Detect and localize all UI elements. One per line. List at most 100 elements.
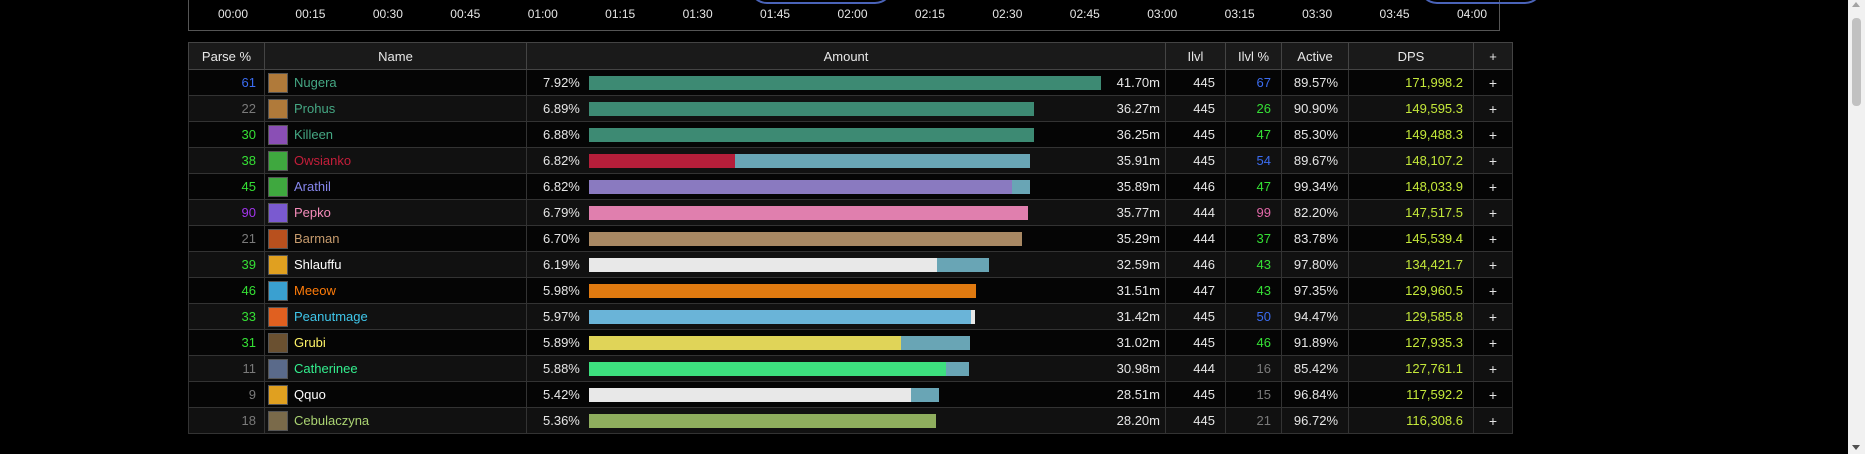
ilvl-cell: 445: [1165, 407, 1226, 434]
expand-row-button[interactable]: +: [1473, 303, 1513, 330]
name-cell[interactable]: Barman: [264, 225, 527, 252]
expand-row-button[interactable]: +: [1473, 329, 1513, 356]
player-name[interactable]: Cebulaczyna: [294, 413, 370, 428]
parse-cell: 21: [188, 225, 265, 252]
amount-cell: 6.79% 35.77m: [526, 199, 1166, 226]
table-row[interactable]: 90 Pepko 6.79% 35.77m 444 99 82.20% 147,517.5 +: [188, 199, 1513, 226]
player-name[interactable]: Owsianko: [294, 153, 352, 168]
name-cell[interactable]: Killeen: [264, 121, 527, 148]
player-name[interactable]: Barman: [294, 231, 340, 246]
name-cell[interactable]: Peanutmage: [264, 303, 527, 330]
amount-bar-segment: [946, 362, 969, 376]
col-header-name[interactable]: Name: [264, 42, 527, 70]
expand-row-button[interactable]: +: [1473, 277, 1513, 304]
amount-cell: 5.42% 28.51m: [526, 381, 1166, 408]
ilvl-cell: 445: [1165, 147, 1226, 174]
expand-row-button[interactable]: +: [1473, 199, 1513, 226]
scroll-down-arrow-icon[interactable]: [1852, 445, 1860, 450]
scroll-up-arrow-icon[interactable]: [1852, 2, 1860, 7]
amount-bar-segment: [589, 362, 947, 376]
col-header-add-button[interactable]: +: [1473, 42, 1513, 70]
timeline-tick-label: 00:00: [217, 7, 249, 21]
ilvl-cell: 445: [1165, 381, 1226, 408]
amount-value: 35.29m: [1116, 231, 1160, 246]
scrollbar-thumb[interactable]: [1852, 18, 1861, 106]
col-header-ilvl[interactable]: Ilvl: [1165, 42, 1226, 70]
timeline-tick-label: 02:30: [992, 7, 1023, 21]
player-name[interactable]: Prohus: [294, 101, 336, 116]
name-cell[interactable]: Cebulaczyna: [264, 407, 527, 434]
dps-cell: 129,960.5: [1348, 277, 1474, 304]
expand-row-button[interactable]: +: [1473, 173, 1513, 200]
table-row[interactable]: 9 Qquo 5.42% 28.51m 445 15 96.84% 117,592.2 +: [188, 381, 1513, 408]
expand-row-button[interactable]: +: [1473, 95, 1513, 122]
amount-percent: 6.89%: [543, 101, 580, 116]
ilvl-cell: 444: [1165, 355, 1226, 382]
amount-value: 31.51m: [1116, 283, 1160, 298]
amount-cell: 5.88% 30.98m: [526, 355, 1166, 382]
amount-value: 35.91m: [1116, 153, 1160, 168]
table-row[interactable]: 39 Shlauffu 6.19% 32.59m 446 43 97.80% 134,421.…: [188, 251, 1513, 278]
name-cell[interactable]: Nugera: [264, 69, 527, 96]
active-cell: 85.42%: [1281, 355, 1349, 382]
amount-percent: 6.19%: [543, 257, 580, 272]
expand-row-button[interactable]: +: [1473, 121, 1513, 148]
ilvl-cell: 444: [1165, 199, 1226, 226]
table-row[interactable]: 33 Peanutmage 5.97% 31.42m 445 50 94.47% 129,58…: [188, 303, 1513, 330]
player-name[interactable]: Catherinee: [294, 361, 358, 376]
col-header-amount[interactable]: Amount: [526, 42, 1166, 70]
name-cell[interactable]: Grubi: [264, 329, 527, 356]
col-header-active[interactable]: Active: [1281, 42, 1349, 70]
table-row[interactable]: 18 Cebulaczyna 5.36% 28.20m 445 21 96.72% 116,3…: [188, 407, 1513, 434]
table-row[interactable]: 30 Killeen 6.88% 36.25m 445 47 85.30% 149,488.3…: [188, 121, 1513, 148]
expand-row-button[interactable]: +: [1473, 381, 1513, 408]
expand-row-button[interactable]: +: [1473, 407, 1513, 434]
expand-row-button[interactable]: +: [1473, 251, 1513, 278]
name-cell[interactable]: Prohus: [264, 95, 527, 122]
class-spec-icon: [268, 228, 288, 249]
player-name[interactable]: Arathil: [294, 179, 331, 194]
table-row[interactable]: 45 Arathil 6.82% 35.89m 446 47 99.34% 148,033.9…: [188, 173, 1513, 200]
name-cell[interactable]: Catherinee: [264, 355, 527, 382]
amount-percent: 7.92%: [543, 75, 580, 90]
player-name[interactable]: Grubi: [294, 335, 326, 350]
table-row[interactable]: 21 Barman 6.70% 35.29m 444 37 83.78% 145,539.4 +: [188, 225, 1513, 252]
player-name[interactable]: Nugera: [294, 75, 337, 90]
table-row[interactable]: 38 Owsianko 6.82% 35.91m 445 54 89.67% 148,107.…: [188, 147, 1513, 174]
active-cell: 83.78%: [1281, 225, 1349, 252]
amount-bar-segment: [901, 336, 970, 350]
name-cell[interactable]: Arathil: [264, 173, 527, 200]
expand-row-button[interactable]: +: [1473, 147, 1513, 174]
name-cell[interactable]: Owsianko: [264, 147, 527, 174]
vertical-scrollbar[interactable]: [1848, 0, 1865, 454]
player-name[interactable]: Meeow: [294, 283, 336, 298]
dps-cell: 149,488.3: [1348, 121, 1474, 148]
ilvl-cell: 444: [1165, 225, 1226, 252]
parse-cell: 31: [188, 329, 265, 356]
player-name[interactable]: Pepko: [294, 205, 331, 220]
amount-bar: [589, 336, 970, 350]
amount-value: 31.42m: [1116, 309, 1160, 324]
player-name[interactable]: Killeen: [294, 127, 334, 142]
table-row[interactable]: 22 Prohus 6.89% 36.27m 445 26 90.90% 149,595.3 +: [188, 95, 1513, 122]
timeline-tick-label: 03:00: [1147, 7, 1178, 21]
table-row[interactable]: 46 Meeow 5.98% 31.51m 447 43 97.35% 129,960.5 +: [188, 277, 1513, 304]
name-cell[interactable]: Pepko: [264, 199, 527, 226]
player-name[interactable]: Shlauffu: [294, 257, 342, 272]
player-name[interactable]: Peanutmage: [294, 309, 368, 324]
expand-row-button[interactable]: +: [1473, 225, 1513, 252]
player-name[interactable]: Qquo: [294, 387, 326, 402]
table-row[interactable]: 11 Catherinee 5.88% 30.98m 444 16 85.42% 127,76…: [188, 355, 1513, 382]
amount-bar: [589, 310, 975, 324]
col-header-ilvl-pct[interactable]: Ilvl %: [1225, 42, 1282, 70]
name-cell[interactable]: Shlauffu: [264, 251, 527, 278]
name-cell[interactable]: Qquo: [264, 381, 527, 408]
name-cell[interactable]: Meeow: [264, 277, 527, 304]
table-row[interactable]: 61 Nugera 7.92% 41.70m 445 67 89.57% 171,998.2 +: [188, 69, 1513, 96]
table-row[interactable]: 31 Grubi 5.89% 31.02m 445 46 91.89% 127,935.3 +: [188, 329, 1513, 356]
col-header-parse[interactable]: Parse %: [188, 42, 265, 70]
expand-row-button[interactable]: +: [1473, 355, 1513, 382]
col-header-dps[interactable]: DPS: [1348, 42, 1474, 70]
expand-row-button[interactable]: +: [1473, 69, 1513, 96]
timeline-tick-label: 02:45: [1069, 7, 1100, 21]
